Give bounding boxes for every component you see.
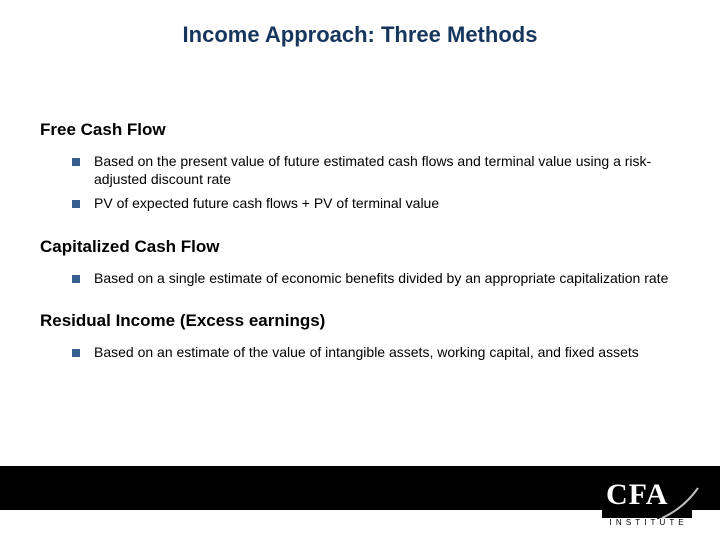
slide-title: Income Approach: Three Methods — [0, 22, 720, 48]
bullet-marker-icon — [72, 349, 80, 357]
list-item: Based on a single estimate of economic b… — [72, 269, 680, 287]
bullet-list-ri: Based on an estimate of the value of int… — [72, 343, 680, 361]
bullet-text: PV of expected future cash flows + PV of… — [94, 195, 439, 211]
list-item: PV of expected future cash flows + PV of… — [72, 194, 680, 212]
slide-content: Free Cash Flow Based on the present valu… — [40, 120, 680, 385]
section-heading-fcf: Free Cash Flow — [40, 120, 680, 140]
list-item: Based on the present value of future est… — [72, 152, 680, 188]
cfa-logo: CFA I N S T I T U T E — [602, 476, 700, 528]
section-heading-ccf: Capitalized Cash Flow — [40, 237, 680, 257]
logo-sub-text: I N S T I T U T E — [602, 518, 692, 527]
bullet-marker-icon — [72, 275, 80, 283]
slide: Income Approach: Three Methods Free Cash… — [0, 0, 720, 540]
bullet-marker-icon — [72, 200, 80, 208]
bullet-list-ccf: Based on a single estimate of economic b… — [72, 269, 680, 287]
logo-main-text: CFA — [606, 478, 668, 512]
bullet-marker-icon — [72, 158, 80, 166]
bullet-text: Based on an estimate of the value of int… — [94, 344, 639, 360]
list-item: Based on an estimate of the value of int… — [72, 343, 680, 361]
bullet-text: Based on a single estimate of economic b… — [94, 270, 668, 286]
section-heading-ri: Residual Income (Excess earnings) — [40, 311, 680, 331]
bullet-list-fcf: Based on the present value of future est… — [72, 152, 680, 213]
bullet-text: Based on the present value of future est… — [94, 153, 651, 187]
